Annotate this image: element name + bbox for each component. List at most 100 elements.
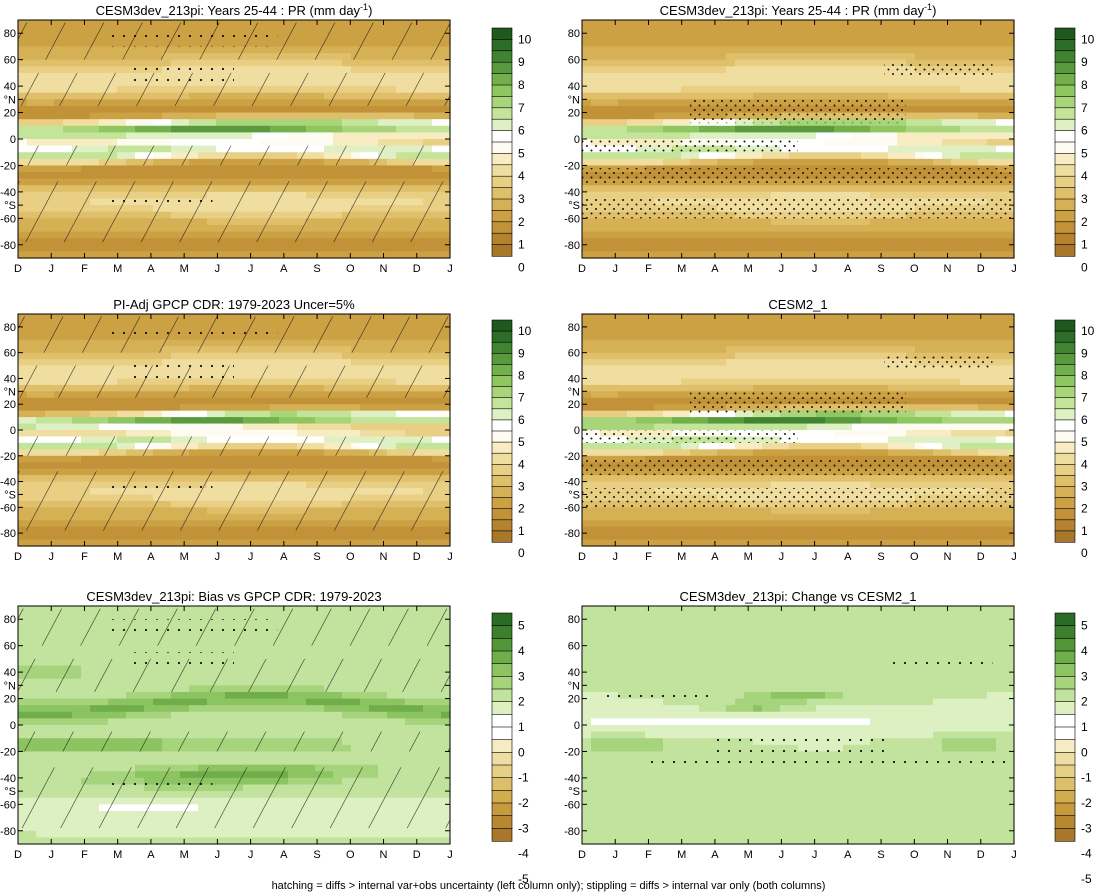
field-cell [423,251,433,259]
field-cell [270,410,280,418]
field-cell [636,218,646,226]
field-cell [351,244,361,252]
field-cell [942,244,952,252]
field-cell [978,99,988,107]
field-cell [342,132,352,140]
field-cell [45,125,55,133]
field-cell [951,132,961,140]
field-cell [279,352,289,360]
field-cell [672,105,682,114]
field-cell [699,125,709,133]
field-cell [636,224,646,233]
field-cell [717,72,727,81]
field-cell [762,46,772,54]
field-cell [396,244,406,252]
field-cell [978,139,988,147]
field-cell [924,231,934,239]
field-cell [54,251,64,259]
field-cell [414,244,424,252]
field-cell [108,404,118,412]
field-cell [735,218,745,226]
field-cell [261,105,271,114]
field-cell [135,533,145,541]
colorbar-box [491,153,513,166]
field-cell [969,125,979,133]
field-cell [744,26,754,34]
field-cell [888,46,898,54]
field-cell [432,251,442,259]
field-cell [618,33,628,41]
field-cell [654,191,664,200]
field-cell [387,119,397,127]
field-cell [915,79,925,87]
field-cell [987,251,997,259]
field-cell [234,404,244,412]
field-cell [81,165,91,173]
field-cell [45,139,55,147]
field-cell [906,185,916,193]
field-cell [978,46,988,54]
field-cell [663,251,673,259]
field-cell [789,39,799,48]
field-cell [591,99,601,107]
field-cell [591,185,601,193]
field-cell [618,99,628,107]
field-cell [81,244,91,252]
field-cell [591,66,601,74]
field-cell [378,139,388,147]
field-cell [915,244,925,252]
field-cell [987,119,997,127]
field-cell [816,20,826,28]
field-cell [897,125,907,133]
field-cell [834,26,844,34]
field-cell [987,185,997,193]
field-cell [654,132,664,140]
field-cell [654,112,664,120]
field-cell [27,139,37,147]
field-cell [645,158,655,167]
field-cell [762,244,772,252]
field-cell [225,119,235,127]
field-cell [960,72,970,81]
field-cell [297,359,307,367]
field-cell [636,46,646,54]
field-cell [834,79,844,87]
field-cell [996,46,1006,54]
field-cell [171,59,181,67]
field-cell [252,251,262,259]
field-cell [99,66,109,74]
field-cell [297,462,307,470]
field-cell [207,119,217,127]
field-cell [870,46,880,54]
field-cell [108,539,118,547]
field-cell [108,105,118,114]
field-cell [753,72,763,81]
field-cell [951,86,961,94]
field-cell [960,46,970,54]
colorbar-label: 8 [1081,78,1088,92]
field-cell [915,152,925,160]
field-cell [933,72,943,81]
field-cell [27,132,37,140]
field-cell [54,112,64,120]
field-cell [699,20,709,28]
field-cell [690,46,700,54]
field-cell [807,132,817,140]
field-cell [717,86,727,94]
field-cell [315,66,325,74]
field-cell [636,92,646,100]
field-cell [315,352,325,360]
field-cell [126,462,136,470]
field-cell [27,423,37,431]
field-cell [591,218,601,226]
field-cell [915,231,925,239]
field-cell [645,105,655,114]
field-cell [600,33,610,41]
field-cell [663,132,673,140]
field-cell [789,244,799,252]
field-cell [762,39,772,48]
field-cell [63,533,73,541]
field-cell [807,92,817,100]
field-cell [72,165,82,173]
field-cell [825,238,835,246]
